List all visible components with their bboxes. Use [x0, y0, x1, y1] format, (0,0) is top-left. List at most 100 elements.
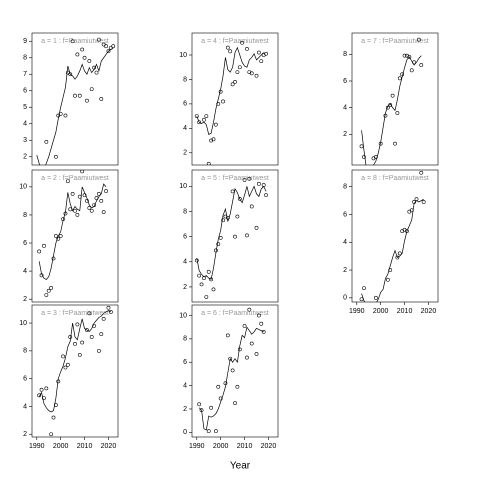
point: [249, 341, 254, 346]
point: [412, 60, 417, 65]
point: [44, 293, 49, 297]
point: [44, 139, 49, 144]
point: [73, 342, 77, 346]
y-tick-label: 10: [179, 312, 187, 319]
point: [254, 73, 259, 78]
point: [63, 211, 68, 216]
point: [65, 179, 70, 184]
point: [245, 355, 249, 360]
point: [235, 384, 240, 389]
point: [385, 105, 390, 110]
point: [400, 72, 405, 77]
panel-title: a = 4 : f=Paamiutwest: [201, 38, 269, 45]
fit-line: [196, 46, 264, 135]
point: [61, 354, 65, 359]
fit-line: [36, 47, 114, 165]
point: [256, 313, 261, 318]
point: [359, 144, 364, 149]
point: [209, 277, 214, 282]
point: [46, 288, 51, 293]
panel-frame: [191, 32, 279, 166]
point: [85, 328, 89, 332]
point: [111, 44, 116, 49]
y-tick-label: 6: [183, 233, 187, 240]
point: [101, 210, 106, 215]
y-tick-label: 2: [343, 267, 347, 274]
y-tick-label: 4: [183, 125, 187, 132]
point: [194, 258, 199, 263]
y-tick-label: 0: [343, 295, 347, 302]
point: [230, 368, 235, 373]
point: [58, 234, 63, 238]
point: [99, 198, 104, 203]
point: [261, 183, 266, 187]
point: [242, 324, 247, 328]
point: [233, 234, 237, 239]
point: [73, 93, 77, 98]
panel-title: a = 7 : f=Paamiutwest: [361, 38, 429, 45]
y-tick-label: 4: [183, 259, 187, 266]
point: [99, 332, 104, 337]
y-tick-label: 4: [23, 121, 27, 128]
x-tick-label: 1990: [189, 443, 205, 450]
point: [75, 213, 80, 217]
point: [104, 44, 108, 49]
point: [405, 229, 409, 234]
point: [421, 200, 426, 204]
plot-area: [359, 37, 424, 165]
point: [89, 208, 94, 213]
point: [218, 89, 223, 94]
point: [68, 207, 73, 212]
y-tick-label: 2: [183, 284, 187, 291]
point: [80, 340, 85, 345]
panel-title: a = 5 : f=Paamiutwest: [201, 175, 269, 182]
point: [49, 432, 54, 437]
y-tick-label: 6: [343, 211, 347, 218]
panel-title: a = 8 : f=Paamiutwest: [361, 175, 429, 182]
x-tick-label: 2020: [101, 443, 117, 450]
point: [249, 204, 254, 209]
y-tick-label: 8: [183, 76, 187, 83]
point: [42, 396, 46, 400]
point: [256, 50, 261, 55]
y-tick-label: 4: [343, 239, 347, 246]
point: [56, 379, 61, 384]
point: [233, 79, 237, 84]
point: [85, 98, 89, 103]
y-tick-label: 8: [183, 336, 187, 343]
point: [96, 348, 101, 353]
point: [228, 356, 233, 361]
point: [409, 208, 414, 213]
point: [213, 248, 218, 253]
point: [407, 55, 412, 59]
point: [37, 249, 42, 254]
y-tick-label: 3: [23, 137, 27, 144]
point: [96, 191, 101, 196]
y-tick-label: 6: [23, 240, 27, 247]
y-tick-label: 8: [343, 184, 347, 191]
point: [37, 393, 42, 398]
y-tick-label: 10: [179, 183, 187, 190]
point: [225, 333, 230, 338]
panel-frame: [351, 169, 439, 303]
x-tick-label: 2020: [421, 308, 437, 315]
point: [108, 310, 113, 314]
point: [77, 353, 82, 357]
point: [409, 68, 414, 73]
y-tick-label: 0: [183, 429, 187, 436]
point: [245, 233, 249, 238]
fit-line: [361, 198, 424, 302]
point: [202, 276, 206, 281]
panel-frame: [191, 169, 279, 303]
point: [206, 161, 211, 165]
point: [77, 93, 82, 98]
point: [373, 295, 378, 300]
point: [53, 403, 58, 407]
point: [378, 141, 383, 146]
y-tick-label: 8: [183, 208, 187, 215]
y-tick-label: 4: [23, 268, 27, 275]
point: [240, 40, 245, 45]
point: [419, 63, 424, 67]
point: [106, 305, 111, 310]
